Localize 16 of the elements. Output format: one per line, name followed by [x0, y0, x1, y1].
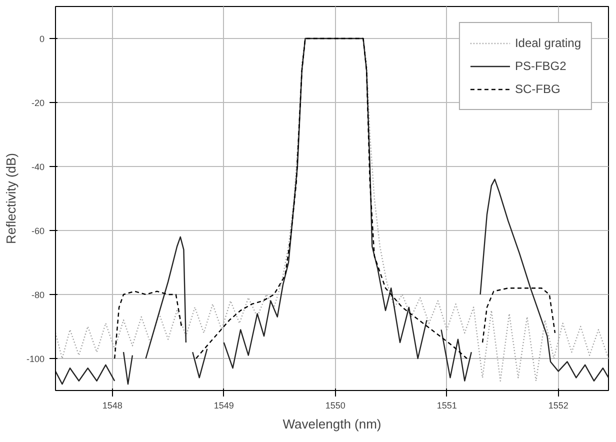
x-tick-label: 1549 — [214, 400, 234, 410]
legend-label: Ideal grating — [514, 36, 581, 50]
y-tick-label: -60 — [31, 226, 45, 236]
y-tick-label: -100 — [26, 354, 44, 364]
y-axis-title: Reflectivity (dB) — [3, 152, 18, 244]
legend-label: PS-FBG2 — [514, 59, 566, 73]
legend-label: SC-FBG — [514, 82, 560, 96]
x-axis-title: Wavelength (nm) — [282, 416, 382, 432]
y-tick-label: -80 — [31, 290, 45, 300]
x-tick-label: 1552 — [548, 400, 568, 410]
x-tick-label: 1551 — [436, 400, 457, 410]
x-tick-label: 1550 — [325, 400, 346, 410]
y-tick-label: 0 — [39, 34, 45, 44]
x-tick-label: 1548 — [102, 400, 122, 410]
y-tick-label: -20 — [31, 98, 45, 108]
y-tick-label: -40 — [31, 162, 45, 172]
